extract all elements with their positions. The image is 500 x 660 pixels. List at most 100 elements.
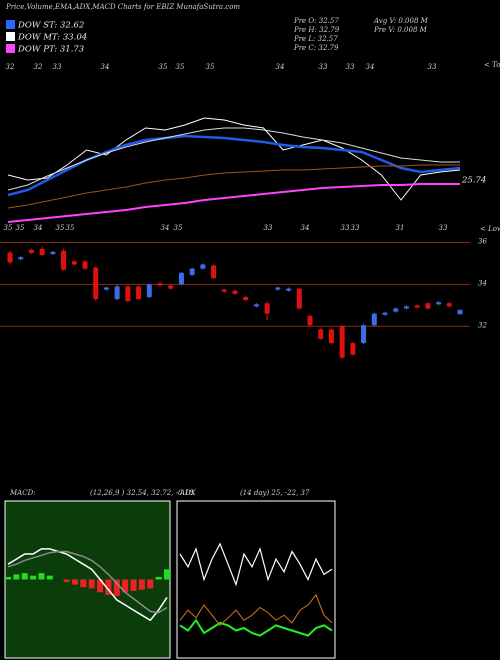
histogram-bar <box>5 576 11 580</box>
candle-body <box>328 329 334 344</box>
top-label: 33 <box>428 63 437 71</box>
histogram-bar <box>138 579 145 590</box>
candle-body <box>350 343 356 355</box>
candle-body <box>7 252 13 263</box>
series-line <box>7 117 461 201</box>
top-label: 35 <box>176 63 185 71</box>
candle-body <box>275 287 281 290</box>
candle-body <box>339 326 345 358</box>
stat: Pre V: 0.008 M <box>373 26 428 34</box>
candle-body <box>221 289 227 292</box>
candle-body <box>71 261 77 265</box>
top-label: 32 <box>6 63 15 71</box>
top-label: 32 <box>34 63 43 71</box>
macd-panel <box>4 500 171 659</box>
candle-body <box>103 287 109 290</box>
dow-label: DOW MT: 33.04 <box>17 33 87 43</box>
histogram-bar <box>147 579 154 589</box>
candle-body <box>318 329 324 339</box>
candle-body <box>425 303 431 309</box>
series-line <box>7 548 168 622</box>
histogram-bar <box>122 579 129 593</box>
low-label: 33 <box>341 224 350 232</box>
y-tick-label: 34 <box>478 279 487 287</box>
histogram-bar <box>46 575 53 580</box>
candle-body <box>18 257 24 260</box>
adx-title: ADX <box>179 489 197 497</box>
stat: Pre C: 32.79 <box>293 44 339 52</box>
legend-swatch <box>6 32 15 41</box>
stat: Pre O: 32.57 <box>293 17 339 25</box>
candle-body <box>114 286 120 300</box>
candle-body <box>264 303 270 314</box>
series-line <box>7 127 460 191</box>
y-tick-label: 36 <box>478 237 487 245</box>
candle-body <box>189 268 195 275</box>
candle-body <box>146 284 152 297</box>
histogram-bar <box>164 569 170 580</box>
dow-label: DOW PT: 31.73 <box>17 45 84 55</box>
low-label: 33 <box>439 224 448 232</box>
low-label: 35 <box>56 224 65 232</box>
candle-body <box>371 313 377 326</box>
histogram-bar <box>63 579 70 583</box>
candle-body <box>200 264 206 269</box>
low-label: 35 <box>4 224 13 232</box>
histogram-bar <box>71 579 78 585</box>
candle-body <box>125 286 131 302</box>
top-label: 34 <box>101 63 110 71</box>
low-label: 34 <box>161 224 170 232</box>
chart-title: Price,Volume,EMA,ADX,MACD Charts for EBI… <box>5 3 240 11</box>
histogram-bar <box>97 579 104 593</box>
lows-label: < Lows <box>480 225 500 233</box>
macd-params: (12,26,9 ) 32.54, 32.72, -0.18 <box>90 489 194 497</box>
candle-body <box>403 306 409 309</box>
series-line <box>179 593 333 627</box>
histogram-bar <box>113 579 120 597</box>
series-line <box>7 183 460 223</box>
histogram-bar <box>80 579 87 588</box>
top-label: 34 <box>366 63 375 71</box>
candle-body <box>178 272 184 285</box>
candle-body <box>28 249 34 253</box>
candle-body <box>307 315 313 326</box>
legend-swatch <box>6 20 15 29</box>
candle-body <box>243 296 249 301</box>
candle-body <box>436 302 442 305</box>
series-line <box>7 164 460 209</box>
candle-body <box>93 267 99 300</box>
adx-params: (14 day) 25, -22, 37 <box>240 489 310 497</box>
top-label: 35 <box>159 63 168 71</box>
histogram-bar <box>38 573 45 580</box>
tops-label: < Tops <box>484 61 500 69</box>
low-label: 33 <box>264 224 273 232</box>
candle-body <box>286 288 292 291</box>
top-label: 34 <box>276 63 285 71</box>
top-label: 35 <box>206 63 215 71</box>
candle-body <box>446 303 452 307</box>
top-label: 33 <box>53 63 62 71</box>
stat: Pre H: 32.79 <box>293 26 340 34</box>
dow-label: DOW ST: 32.62 <box>17 21 84 31</box>
low-label: 34 <box>301 224 310 232</box>
y-tick-label: 32 <box>478 321 487 329</box>
series-line <box>179 542 333 587</box>
candle-body <box>382 312 388 315</box>
macd-title: MACD: <box>9 489 36 497</box>
candle-body <box>211 265 217 279</box>
candle-body <box>296 288 302 309</box>
low-label: 35 <box>66 224 75 232</box>
histogram-bar <box>30 575 37 580</box>
top-label: 33 <box>319 63 328 71</box>
candle-body <box>361 325 367 344</box>
candle-body <box>253 304 259 307</box>
top-label: 33 <box>346 63 355 71</box>
legend-swatch <box>6 44 15 53</box>
candle-body <box>393 308 399 312</box>
candle-body <box>157 283 163 286</box>
candle-body <box>50 251 56 254</box>
candle-body <box>61 250 67 270</box>
histogram-bar <box>105 579 112 595</box>
low-label: 35 <box>16 224 25 232</box>
